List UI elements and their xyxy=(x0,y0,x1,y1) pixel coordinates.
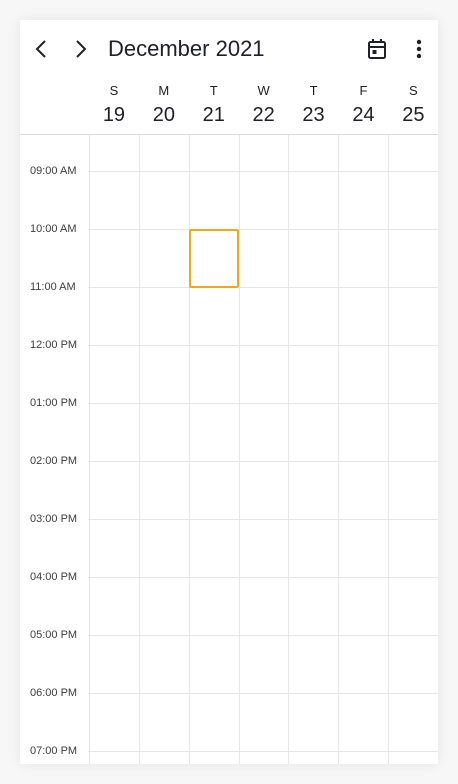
day-header-sun[interactable]: S 19 xyxy=(89,80,139,134)
day-number: 20 xyxy=(152,104,175,126)
day-header-sat[interactable]: S 25 xyxy=(388,80,438,134)
day-letter: T xyxy=(209,83,218,98)
day-divider xyxy=(288,135,289,764)
selected-time-slot[interactable] xyxy=(189,229,239,288)
day-header-fri[interactable]: F 24 xyxy=(339,80,389,134)
time-label: 06:00 PM xyxy=(30,687,78,699)
time-label: 12:00 PM xyxy=(30,339,78,351)
chevron-right-icon xyxy=(76,40,87,58)
next-week-button[interactable] xyxy=(66,34,96,64)
time-label: 07:00 PM xyxy=(30,745,78,757)
hour-line xyxy=(88,577,438,578)
calendar-today-icon xyxy=(368,39,386,59)
time-label: 03:00 PM xyxy=(30,513,78,525)
day-divider xyxy=(388,135,389,764)
day-number: 24 xyxy=(352,104,375,126)
day-letter: W xyxy=(257,83,270,98)
day-header-mon[interactable]: M 20 xyxy=(139,80,189,134)
more-options-button[interactable] xyxy=(404,34,434,64)
day-letter: S xyxy=(109,83,119,98)
time-label: 05:00 PM xyxy=(30,629,78,641)
day-header-thu[interactable]: T 23 xyxy=(289,80,339,134)
calendar-toolbar: December 2021 xyxy=(20,20,438,80)
time-grid[interactable]: 09:00 AM 10:00 AM 11:00 AM 12:00 PM 01:0… xyxy=(20,135,438,764)
hour-line xyxy=(88,171,438,172)
time-label: 04:00 PM xyxy=(30,571,78,583)
calendar-card: December 2021 S 19 M 20 xyxy=(20,20,438,764)
day-number: 19 xyxy=(102,104,126,126)
hour-line xyxy=(88,751,438,752)
day-divider xyxy=(189,135,190,764)
hour-line xyxy=(88,635,438,636)
time-label: 01:00 PM xyxy=(30,397,78,409)
hour-line xyxy=(88,519,438,520)
hour-line xyxy=(88,229,438,230)
time-label: 02:00 PM xyxy=(30,455,78,467)
day-divider xyxy=(139,135,140,764)
day-number: 25 xyxy=(402,104,425,126)
day-header-wed[interactable]: W 22 xyxy=(239,80,289,134)
day-divider xyxy=(89,135,90,764)
day-header-tue[interactable]: T 21 xyxy=(189,80,239,134)
day-letter: F xyxy=(359,83,368,98)
more-vert-icon xyxy=(416,39,422,59)
month-title[interactable]: December 2021 xyxy=(108,36,265,61)
chevron-left-icon xyxy=(35,40,46,58)
hour-line xyxy=(88,345,438,346)
day-letter: M xyxy=(158,83,170,98)
time-label: 11:00 AM xyxy=(30,281,76,293)
previous-week-button[interactable] xyxy=(26,34,56,64)
day-divider xyxy=(338,135,339,764)
day-number: 21 xyxy=(202,104,225,126)
time-label: 10:00 AM xyxy=(30,223,77,235)
hour-line xyxy=(88,287,438,288)
time-label: 09:00 AM xyxy=(30,165,77,177)
today-button[interactable] xyxy=(362,34,392,64)
week-day-header: S 19 M 20 T 21 W 22 T 23 F 24 S 25 xyxy=(20,80,438,135)
day-divider xyxy=(239,135,240,764)
day-number: 22 xyxy=(252,104,275,126)
hour-line xyxy=(88,693,438,694)
day-number: 23 xyxy=(302,104,325,126)
day-letter: S xyxy=(409,83,418,98)
hour-line xyxy=(88,461,438,462)
day-letter: T xyxy=(309,83,318,98)
hour-line xyxy=(88,403,438,404)
